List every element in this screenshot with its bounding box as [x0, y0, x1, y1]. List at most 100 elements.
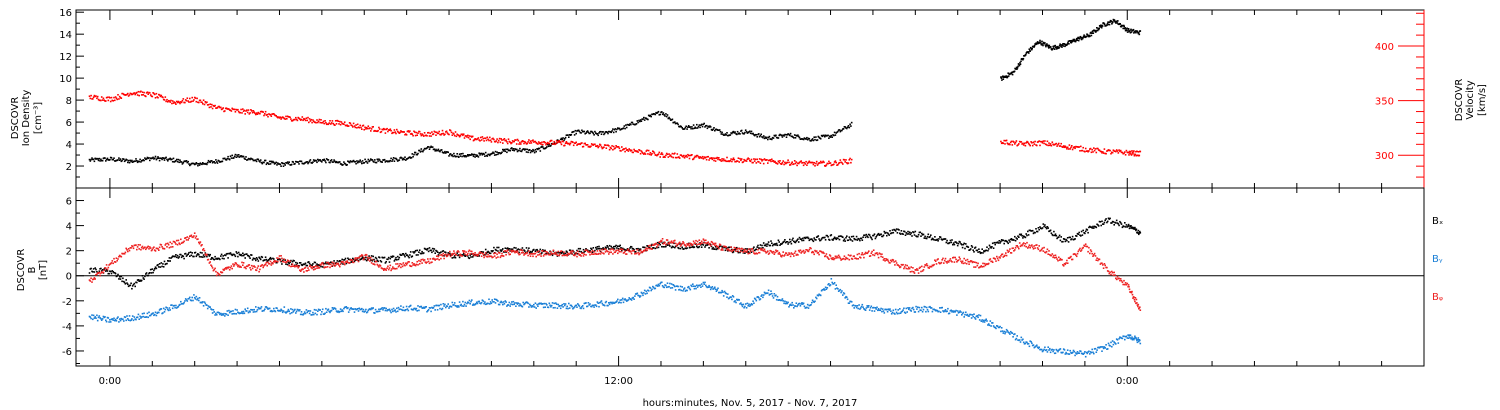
by-series-point	[640, 291, 643, 294]
bx-series-point	[371, 260, 374, 262]
bx-series-point	[302, 263, 304, 266]
bx-series-point	[959, 241, 961, 243]
density-tick-label: 8	[66, 96, 72, 107]
bx-series-point	[1119, 221, 1122, 224]
bx-series-point	[1031, 230, 1033, 232]
bx-series-point	[330, 261, 333, 264]
velocity-series-point	[665, 154, 667, 157]
density-series-point	[671, 118, 674, 121]
velocity-series-point	[243, 109, 246, 112]
bx-series-point	[1008, 239, 1010, 241]
velocity-series-point	[466, 136, 468, 138]
bx-series-point	[251, 259, 254, 261]
density-series-point	[752, 132, 754, 135]
by-series-point	[617, 298, 619, 301]
bx-series-point	[1020, 233, 1023, 236]
velocity-series-point	[186, 97, 189, 99]
bx-series-point	[291, 260, 294, 263]
density-series-point	[447, 151, 449, 154]
density-series-point	[605, 131, 608, 133]
by-series-point	[563, 303, 565, 305]
velocity-series-point	[836, 164, 838, 166]
by-series-point	[242, 310, 245, 313]
by-series-point	[162, 307, 165, 310]
by-series-point	[427, 309, 430, 311]
velocity-series-point	[569, 142, 572, 145]
by-series-point	[96, 319, 99, 322]
velocity-series-point	[374, 130, 377, 132]
bx-series-point	[922, 233, 925, 236]
velocity-series-point	[1007, 143, 1009, 146]
by-series-point	[833, 282, 836, 284]
by-series-point	[920, 309, 922, 312]
velocity-series-point	[675, 156, 678, 159]
bx-series-point	[230, 253, 233, 256]
density-series-point	[1088, 35, 1090, 38]
by-series-point	[140, 317, 142, 319]
bx-series-point	[1042, 223, 1045, 225]
velocity-series-point	[306, 119, 308, 122]
velocity-series-point	[1034, 140, 1036, 143]
bx-series-point	[1117, 223, 1120, 225]
density-series-point	[429, 146, 432, 149]
density-series-point	[824, 135, 826, 138]
velocity-series-point	[823, 161, 825, 164]
bx-series-point	[388, 261, 391, 263]
velocity-series-point	[600, 146, 603, 148]
density-series-point	[1025, 53, 1027, 56]
bx-series-point	[125, 279, 127, 281]
density-series-point	[1114, 20, 1117, 23]
bx-series-point	[442, 250, 445, 252]
density-series-point	[1015, 68, 1017, 70]
by-series-point	[1005, 328, 1008, 331]
by-series-point	[681, 286, 683, 288]
velocity-series-point	[88, 95, 91, 97]
bx-series-point	[974, 246, 977, 249]
density-series-point	[543, 147, 546, 150]
bx-series-point	[850, 235, 853, 238]
density-series-point	[451, 154, 454, 156]
velocity-series-point	[405, 134, 408, 136]
bx-series-point	[142, 277, 145, 279]
velocity-series-point	[189, 97, 191, 100]
density-series-point	[518, 149, 520, 152]
by-series-point	[751, 303, 754, 306]
bx-series-point	[920, 235, 922, 237]
by-series-point	[294, 308, 296, 311]
bx-series-point	[372, 255, 374, 258]
bx-series-point	[1054, 233, 1057, 235]
bx-series-point	[565, 250, 568, 252]
bx-series-point	[1131, 227, 1133, 230]
by-series-point	[465, 305, 467, 307]
by-series-point	[705, 284, 707, 287]
by-series-point	[780, 299, 783, 302]
velocity-series-point	[477, 137, 480, 139]
density-series-point	[607, 132, 609, 135]
bx-series-point	[811, 239, 814, 241]
bx-series-point	[427, 247, 429, 250]
by-series-point	[507, 304, 510, 306]
by-series-point	[274, 310, 277, 313]
velocity-series-point	[1089, 147, 1092, 150]
density-series-point	[650, 115, 652, 118]
density-series-point	[405, 159, 407, 161]
velocity-series-point	[802, 161, 804, 164]
bx-series-point	[308, 262, 311, 265]
density-series-point	[354, 160, 357, 163]
by-series-point	[840, 291, 842, 294]
bx-series-point	[789, 241, 792, 243]
by-series-point	[718, 291, 720, 294]
density-series-point	[709, 125, 711, 127]
density-series-point	[622, 127, 625, 129]
density-series-point	[674, 121, 676, 123]
density-series-point	[1022, 58, 1024, 61]
by-series-point	[165, 306, 167, 309]
density-series-point	[389, 159, 392, 162]
velocity-series-point	[1010, 140, 1013, 143]
by-series-point	[930, 307, 933, 309]
density-series-point	[1092, 30, 1094, 32]
by-series-point	[247, 311, 250, 314]
by-series-point	[934, 309, 936, 311]
bx-series-point	[767, 241, 770, 243]
density-series-point	[677, 123, 679, 126]
